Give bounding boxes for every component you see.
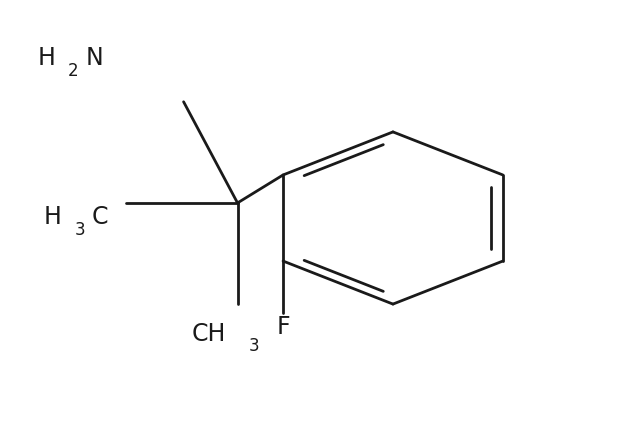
- Text: 3: 3: [74, 221, 85, 239]
- Text: C: C: [92, 205, 108, 229]
- Text: N: N: [85, 46, 103, 70]
- Text: H: H: [38, 46, 56, 70]
- Text: 2: 2: [68, 62, 79, 80]
- Text: 3: 3: [249, 337, 260, 355]
- Text: F: F: [276, 315, 290, 339]
- Text: H: H: [44, 205, 62, 229]
- Text: CH: CH: [192, 322, 226, 346]
